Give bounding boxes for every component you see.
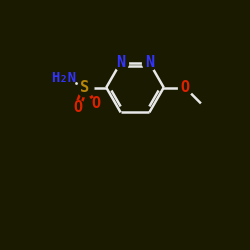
- Text: N: N: [116, 55, 125, 70]
- Text: O: O: [180, 80, 190, 95]
- Text: O: O: [92, 96, 101, 111]
- Text: O: O: [73, 100, 82, 114]
- Text: H₂N: H₂N: [51, 70, 76, 85]
- Text: S: S: [80, 80, 90, 95]
- Text: N: N: [145, 55, 154, 70]
